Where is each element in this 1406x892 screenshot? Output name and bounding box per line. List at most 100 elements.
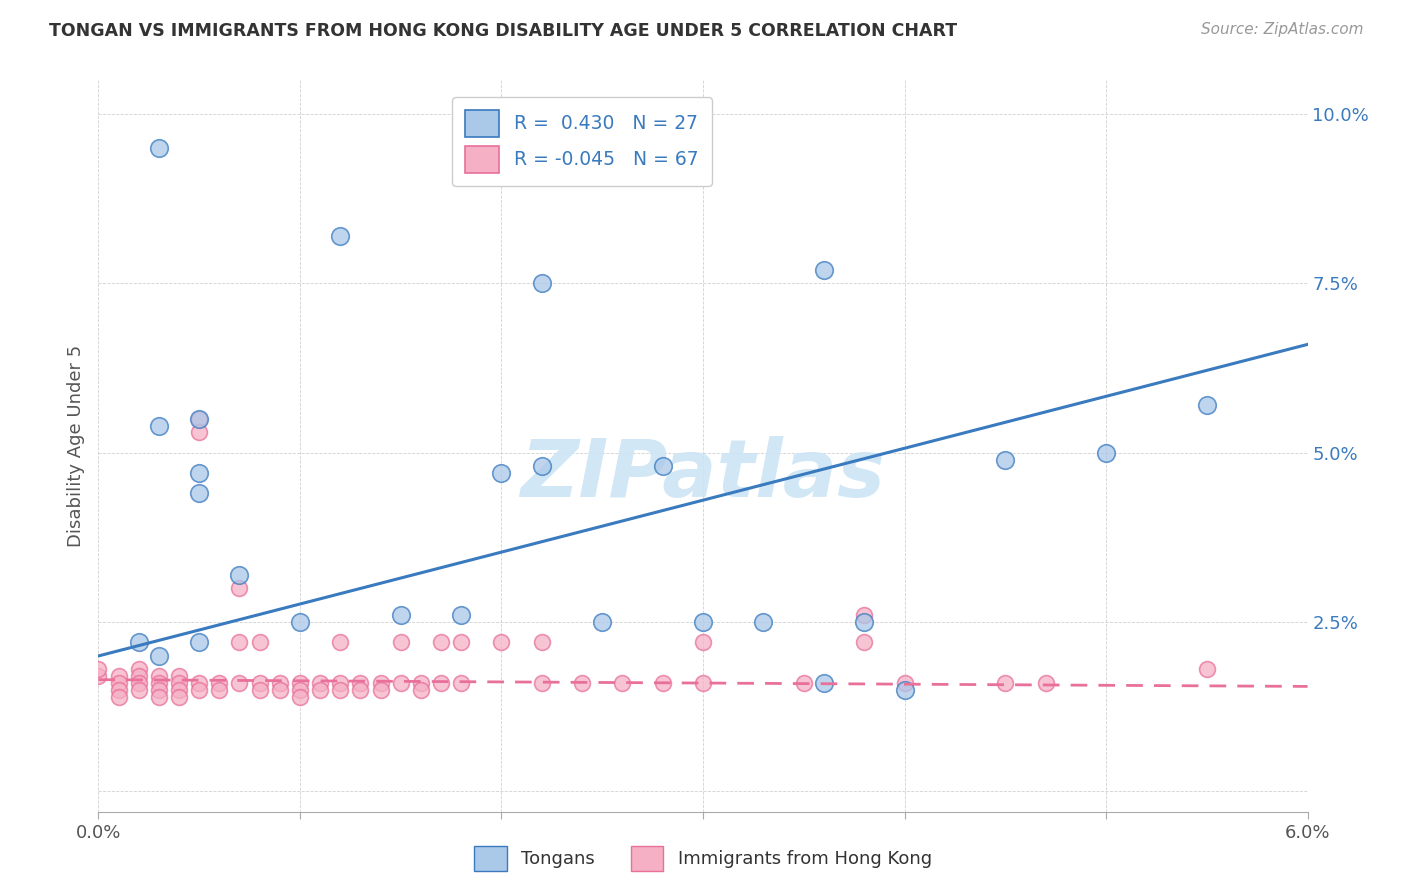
Point xyxy=(228,581,250,595)
Point xyxy=(994,452,1017,467)
Point xyxy=(148,682,170,697)
Point xyxy=(148,690,170,704)
Point xyxy=(329,676,352,690)
Point xyxy=(389,676,412,690)
Point xyxy=(208,682,231,697)
Point xyxy=(430,635,453,649)
Point xyxy=(167,669,190,683)
Point xyxy=(148,648,170,663)
Point xyxy=(370,682,392,697)
Point xyxy=(370,676,392,690)
Point xyxy=(813,263,835,277)
Point xyxy=(288,676,311,690)
Point xyxy=(167,690,190,704)
Point xyxy=(87,669,110,683)
Point xyxy=(692,615,714,629)
Point xyxy=(309,682,332,697)
Point xyxy=(269,682,291,697)
Point xyxy=(530,277,553,291)
Point xyxy=(994,676,1017,690)
Point xyxy=(409,676,432,690)
Point xyxy=(430,676,453,690)
Point xyxy=(409,682,432,697)
Point xyxy=(249,682,271,697)
Legend: R =  0.430   N = 27, R = -0.045   N = 67: R = 0.430 N = 27, R = -0.045 N = 67 xyxy=(453,97,711,186)
Text: Source: ZipAtlas.com: Source: ZipAtlas.com xyxy=(1201,22,1364,37)
Point xyxy=(1195,663,1218,677)
Point xyxy=(329,682,352,697)
Point xyxy=(530,635,553,649)
Point xyxy=(309,676,332,690)
Point xyxy=(107,682,129,697)
Point xyxy=(148,418,170,433)
Point xyxy=(128,669,150,683)
Point xyxy=(167,676,190,690)
Point xyxy=(1195,398,1218,412)
Point xyxy=(228,567,250,582)
Point xyxy=(793,676,815,690)
Point xyxy=(188,682,211,697)
Point xyxy=(87,663,110,677)
Point xyxy=(288,615,311,629)
Point xyxy=(107,676,129,690)
Point xyxy=(188,412,211,426)
Point xyxy=(188,635,211,649)
Point xyxy=(853,608,876,623)
Point xyxy=(491,466,513,480)
Point xyxy=(128,635,150,649)
Point xyxy=(651,676,673,690)
Text: TONGAN VS IMMIGRANTS FROM HONG KONG DISABILITY AGE UNDER 5 CORRELATION CHART: TONGAN VS IMMIGRANTS FROM HONG KONG DISA… xyxy=(49,22,957,40)
Legend: Tongans, Immigrants from Hong Kong: Tongans, Immigrants from Hong Kong xyxy=(467,838,939,879)
Point xyxy=(651,459,673,474)
Point xyxy=(107,669,129,683)
Point xyxy=(128,676,150,690)
Point xyxy=(853,615,876,629)
Point xyxy=(692,676,714,690)
Point xyxy=(288,690,311,704)
Point xyxy=(450,676,472,690)
Point xyxy=(148,141,170,155)
Text: ZIPatlas: ZIPatlas xyxy=(520,436,886,515)
Point xyxy=(813,676,835,690)
Point xyxy=(491,635,513,649)
Point xyxy=(167,682,190,697)
Point xyxy=(349,676,371,690)
Point xyxy=(893,676,915,690)
Point xyxy=(148,676,170,690)
Point xyxy=(269,676,291,690)
Point xyxy=(389,635,412,649)
Point xyxy=(188,425,211,440)
Point xyxy=(591,615,613,629)
Y-axis label: Disability Age Under 5: Disability Age Under 5 xyxy=(66,345,84,547)
Point xyxy=(148,669,170,683)
Point xyxy=(329,229,352,244)
Point xyxy=(228,635,250,649)
Point xyxy=(208,676,231,690)
Point xyxy=(349,682,371,697)
Point xyxy=(692,635,714,649)
Point xyxy=(389,608,412,623)
Point xyxy=(1095,446,1118,460)
Point xyxy=(530,676,553,690)
Point xyxy=(329,635,352,649)
Point xyxy=(188,676,211,690)
Point xyxy=(893,682,915,697)
Point xyxy=(107,690,129,704)
Point xyxy=(450,635,472,649)
Point xyxy=(188,412,211,426)
Point xyxy=(128,663,150,677)
Point xyxy=(128,682,150,697)
Point xyxy=(612,676,634,690)
Point xyxy=(1035,676,1057,690)
Point xyxy=(288,682,311,697)
Point xyxy=(249,676,271,690)
Point xyxy=(188,486,211,500)
Point xyxy=(249,635,271,649)
Point xyxy=(571,676,593,690)
Point xyxy=(228,676,250,690)
Point xyxy=(853,635,876,649)
Point xyxy=(450,608,472,623)
Point xyxy=(752,615,775,629)
Point xyxy=(188,466,211,480)
Point xyxy=(530,459,553,474)
